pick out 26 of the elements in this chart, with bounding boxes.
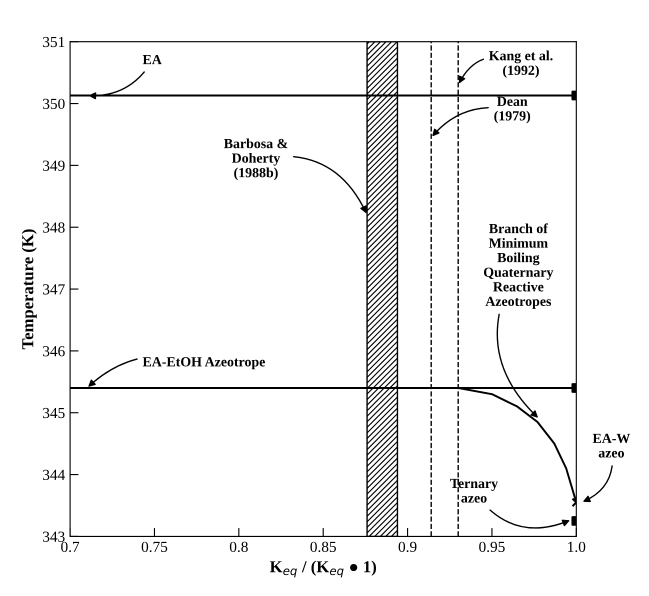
y-tick-label: 347 xyxy=(43,284,65,295)
y-tick-label: 351 xyxy=(43,36,64,48)
x-tick-label: 0.85 xyxy=(310,542,336,552)
x-tick-label: 0.7 xyxy=(61,542,80,552)
annotation: Kang et al. (1992) xyxy=(488,50,553,78)
annotation: Barbosa & Doherty (1988b) xyxy=(224,138,288,180)
x-tick-label: 0.9 xyxy=(398,542,416,552)
x-axis-title: K$_{eq}$ / (K$_{eq}$ ● 1) xyxy=(270,560,376,578)
annotation: EA-EtOH Azeotrope xyxy=(142,357,265,370)
y-axis-title: Temperature (K) xyxy=(22,229,37,350)
y-tick-label: 343 xyxy=(43,532,65,542)
y-tick-label: 346 xyxy=(43,346,65,356)
x-tick-label: 0.95 xyxy=(479,542,505,552)
annotation: Ternary azeo xyxy=(450,478,498,503)
annotation: EA-W azeo xyxy=(592,434,630,458)
y-tick-label: 350 xyxy=(43,98,65,110)
y-tick-label: 349 xyxy=(43,160,65,171)
annotation: Dean (1979) xyxy=(494,96,530,124)
x-tick-label: 1.0 xyxy=(568,542,586,552)
x-tick-label: 0.8 xyxy=(230,542,248,552)
annotation: EA xyxy=(142,54,162,64)
annotation: Branch of Minimum Boiling Quaternary Reactive Azeotropes xyxy=(484,223,554,309)
y-tick-label: 344 xyxy=(43,470,65,480)
y-tick-label: 348 xyxy=(43,222,65,233)
y-tick-label: 345 xyxy=(43,408,65,418)
x-tick-label: 0.75 xyxy=(142,542,168,552)
